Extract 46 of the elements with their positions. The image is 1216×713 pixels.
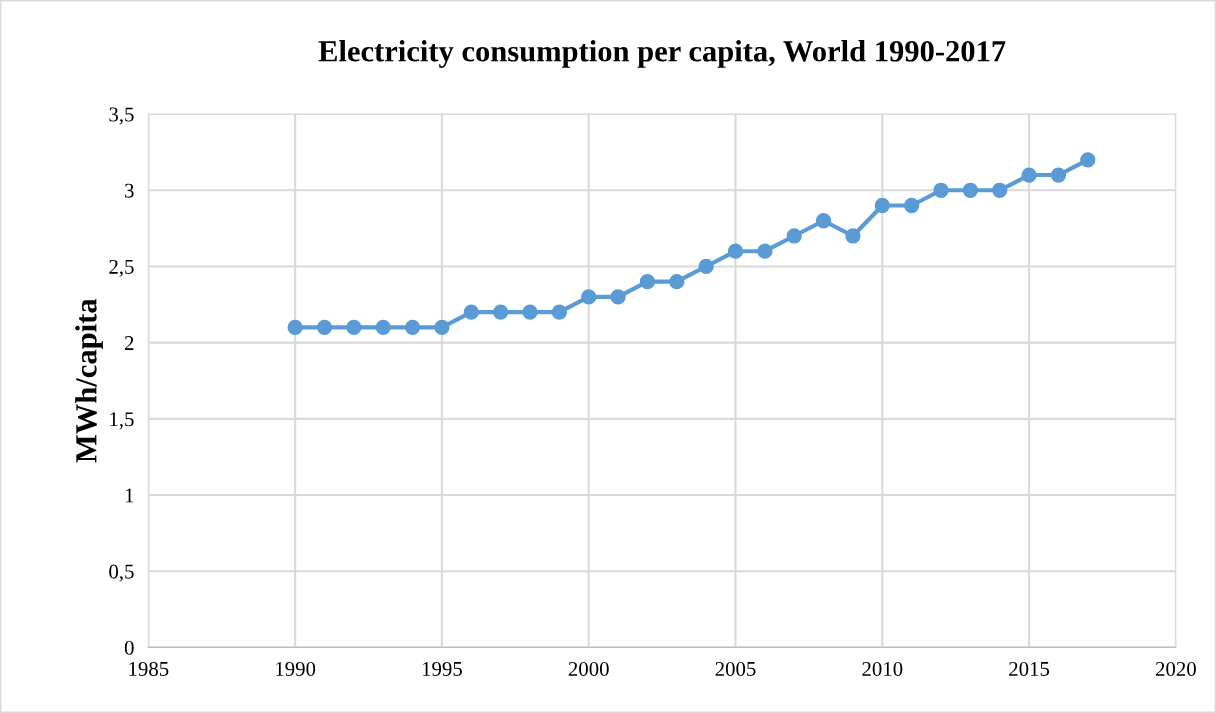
point: [639, 274, 656, 290]
y-tick-label: 0,5: [109, 564, 134, 582]
y-axis-title: MWh/capita: [75, 298, 103, 463]
point: [1021, 167, 1037, 183]
point: [287, 319, 303, 336]
point: [434, 319, 450, 336]
point: [610, 289, 626, 305]
y-tick-label: 2,5: [109, 259, 134, 277]
point: [815, 213, 832, 229]
point: [581, 289, 597, 305]
point: [727, 243, 744, 259]
y-tick-label: 3: [125, 183, 134, 198]
point: [316, 319, 333, 336]
point: [874, 197, 890, 214]
point: [1050, 167, 1067, 183]
point: [1080, 152, 1096, 168]
point: [669, 274, 685, 290]
point: [962, 182, 979, 198]
chart-title: Electricity consumption per capita, World 1990-2017: [318, 40, 1006, 68]
y-tick-label: 1: [125, 488, 134, 503]
point: [522, 304, 538, 320]
x-tick-label: 2000: [568, 661, 609, 676]
point: [698, 258, 714, 275]
y-tick-label: 0: [124, 640, 134, 655]
point: [346, 319, 362, 336]
y-tick-label: 2: [124, 336, 134, 350]
x-tick-label: 1995: [422, 661, 462, 676]
x-tick-label: 2020: [1155, 661, 1196, 676]
x-tick-label: 2015: [1009, 661, 1050, 676]
y-tick-label: 3,5: [109, 107, 134, 125]
point: [786, 228, 802, 244]
x-tick-label: 1985: [129, 661, 169, 676]
point: [992, 182, 1008, 198]
x-tick-label: 1990: [276, 661, 316, 676]
x-tick-label: 2010: [862, 661, 903, 676]
point: [845, 228, 861, 244]
point: [933, 182, 949, 198]
point: [375, 319, 391, 336]
point: [463, 304, 479, 320]
point: [757, 243, 773, 259]
point: [551, 304, 567, 320]
y-tick-label: 1,5: [110, 412, 134, 430]
point: [493, 304, 509, 320]
point: [404, 319, 421, 336]
x-tick-label: 2005: [715, 661, 756, 676]
point: [904, 197, 920, 214]
